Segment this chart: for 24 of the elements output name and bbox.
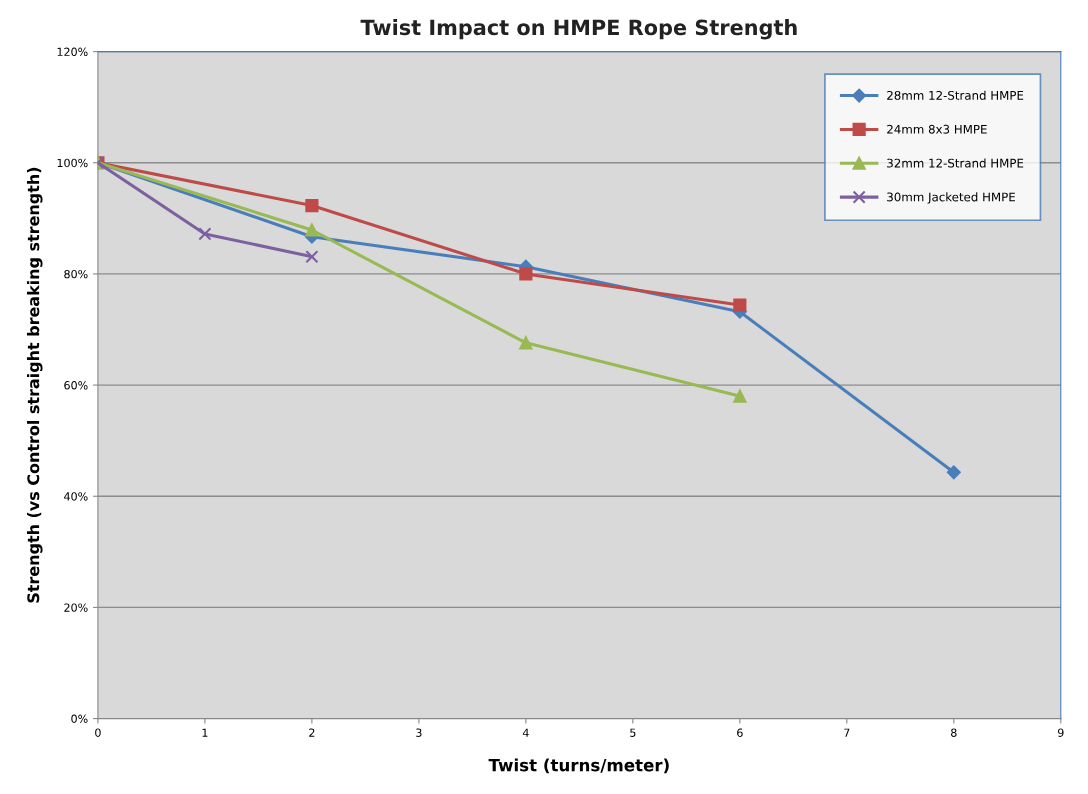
x-tick-label: 7 xyxy=(844,728,850,737)
y-tick-label: 0% xyxy=(71,714,88,723)
y-tick-label: 100% xyxy=(57,158,88,168)
x-tick-label: 5 xyxy=(630,728,636,737)
x-axis-title: Twist (turns/meter) xyxy=(488,758,669,774)
y-tick-label: 20% xyxy=(64,603,88,612)
x-tick-label: 1 xyxy=(202,728,208,737)
y-axis-title: Strength (vs Control straight breaking strength) xyxy=(26,167,43,603)
legend-label: 28mm 12-Strand HMPE xyxy=(887,90,1024,100)
x-tick-label: 9 xyxy=(1057,728,1064,737)
x-tick-label: 6 xyxy=(737,728,743,737)
x-tick-label: 3 xyxy=(416,728,422,737)
chart-title: Twist Impact on HMPE Rope Strength xyxy=(360,19,797,40)
legend-label: 24mm 8x3 HMPE xyxy=(887,124,987,134)
x-tick-label: 2 xyxy=(309,728,315,737)
y-tick-label: 120% xyxy=(57,47,88,56)
y-tick-label: 40% xyxy=(64,492,88,501)
y-tick-label: 60% xyxy=(64,381,88,390)
y-tick-label: 80% xyxy=(64,269,88,279)
legend-label: 30mm Jacketed HMPE xyxy=(887,192,1015,204)
legend-label: 32mm 12-Strand HMPE xyxy=(887,158,1024,168)
x-tick-label: 4 xyxy=(522,728,529,737)
x-tick-label: 8 xyxy=(951,728,957,737)
x-tick-label: 0 xyxy=(95,728,101,737)
